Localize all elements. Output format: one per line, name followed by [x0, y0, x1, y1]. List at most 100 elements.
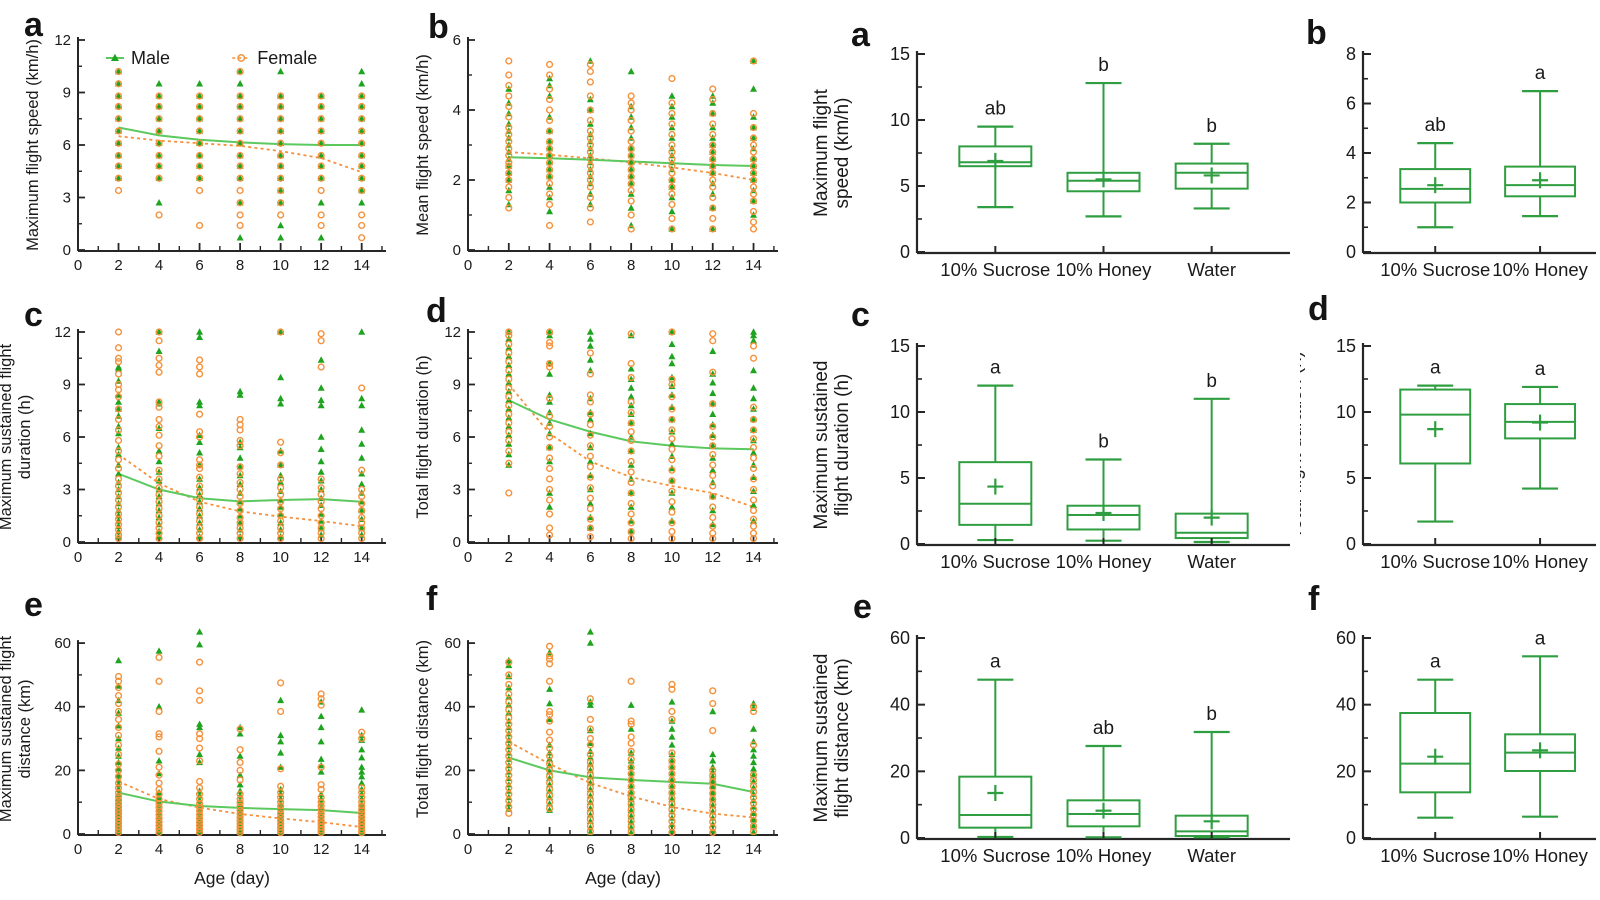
female-point — [709, 529, 717, 537]
male-point — [358, 102, 366, 110]
male-point — [627, 419, 635, 426]
female-point — [114, 800, 123, 808]
y-tick-label: 20 — [890, 761, 910, 781]
female-point — [114, 750, 123, 759]
male-point — [627, 763, 635, 770]
plot-area: 0 3 6 9 12 0 2 4 6 8 10 12 14 Maximum flight speed (k… — [24, 32, 386, 274]
female-point — [277, 524, 285, 532]
x-tick-label: 6 — [195, 549, 203, 566]
female-point — [627, 172, 635, 181]
female-point — [749, 435, 758, 443]
male-point — [317, 524, 325, 531]
x-tick-label: 6 — [195, 841, 203, 858]
y-tick-label: 6 — [63, 137, 71, 154]
female-point — [545, 127, 554, 135]
female-point — [749, 162, 758, 170]
male-point — [750, 809, 758, 817]
female-point — [114, 731, 123, 739]
female-point — [358, 728, 366, 736]
male-point — [627, 489, 635, 496]
female-point — [155, 730, 163, 738]
female-point — [505, 671, 513, 679]
male-point — [586, 415, 594, 423]
female-point — [195, 127, 204, 135]
male-point — [750, 85, 758, 92]
female-point — [317, 690, 325, 698]
male-point — [236, 174, 244, 181]
male-point — [317, 127, 325, 134]
female-point — [709, 337, 717, 345]
female-point — [114, 328, 123, 336]
female-point — [155, 815, 163, 823]
y-tick-label: 15 — [890, 336, 910, 356]
x-tick-label: 6 — [586, 841, 594, 858]
female-point — [155, 747, 163, 755]
male-point — [236, 162, 244, 169]
female-point — [195, 658, 204, 666]
female-point — [545, 172, 554, 181]
female-point — [586, 349, 594, 357]
female-point — [236, 162, 244, 170]
female-point — [236, 725, 244, 733]
female-point — [277, 162, 285, 170]
female-point — [586, 431, 594, 439]
female-point — [317, 211, 325, 219]
significance-letter: a — [1430, 652, 1441, 673]
male-point — [546, 443, 554, 451]
female-point — [545, 443, 554, 452]
male-point — [115, 771, 123, 778]
female-point — [358, 513, 366, 522]
male-point — [236, 463, 244, 470]
female-point — [545, 760, 554, 768]
female-point — [155, 795, 163, 803]
y-tick-label: 0 — [63, 534, 71, 551]
female-point — [155, 398, 163, 406]
female-point — [668, 190, 676, 198]
male-point — [709, 466, 717, 473]
female-point — [749, 771, 758, 779]
y-tick-label: 2 — [453, 172, 461, 189]
male-point — [115, 363, 123, 370]
male-point — [155, 757, 163, 764]
male-point — [115, 174, 123, 181]
female-point — [114, 792, 123, 801]
female-point — [277, 765, 285, 773]
female-point — [586, 421, 594, 429]
female-point — [545, 464, 554, 473]
female-point — [236, 513, 244, 522]
female-point — [195, 730, 204, 738]
female-point — [709, 699, 717, 708]
female-point — [749, 183, 758, 191]
female-point — [505, 204, 513, 212]
y-tick-label: 15 — [890, 44, 910, 64]
female-point — [195, 151, 204, 160]
x-tick-label: 10 — [272, 549, 289, 566]
female-point — [155, 368, 163, 376]
iqr-box — [958, 775, 1033, 829]
female-point — [749, 707, 758, 716]
male-point — [750, 752, 758, 759]
female-point — [586, 505, 594, 513]
female-point — [545, 475, 554, 483]
female-point — [668, 477, 676, 485]
female-point — [317, 512, 325, 520]
category-label: 10% Honey — [1492, 259, 1588, 280]
female-point — [627, 717, 635, 725]
female-point — [114, 707, 123, 716]
female-point — [627, 447, 635, 455]
male-point — [277, 162, 285, 169]
category-label: Water — [1187, 845, 1236, 866]
panel-letter-box-c: c — [851, 296, 870, 334]
y-tick-label: 0 — [453, 826, 461, 843]
male-point — [358, 92, 366, 99]
female-point — [627, 92, 635, 100]
female-point — [709, 204, 717, 212]
female-point — [358, 102, 366, 111]
female-point — [317, 102, 325, 111]
female-point — [627, 534, 635, 543]
female-point — [277, 782, 285, 790]
female-point — [709, 422, 717, 431]
male-point — [236, 199, 244, 206]
male-point — [586, 335, 594, 342]
female-point — [709, 141, 717, 149]
